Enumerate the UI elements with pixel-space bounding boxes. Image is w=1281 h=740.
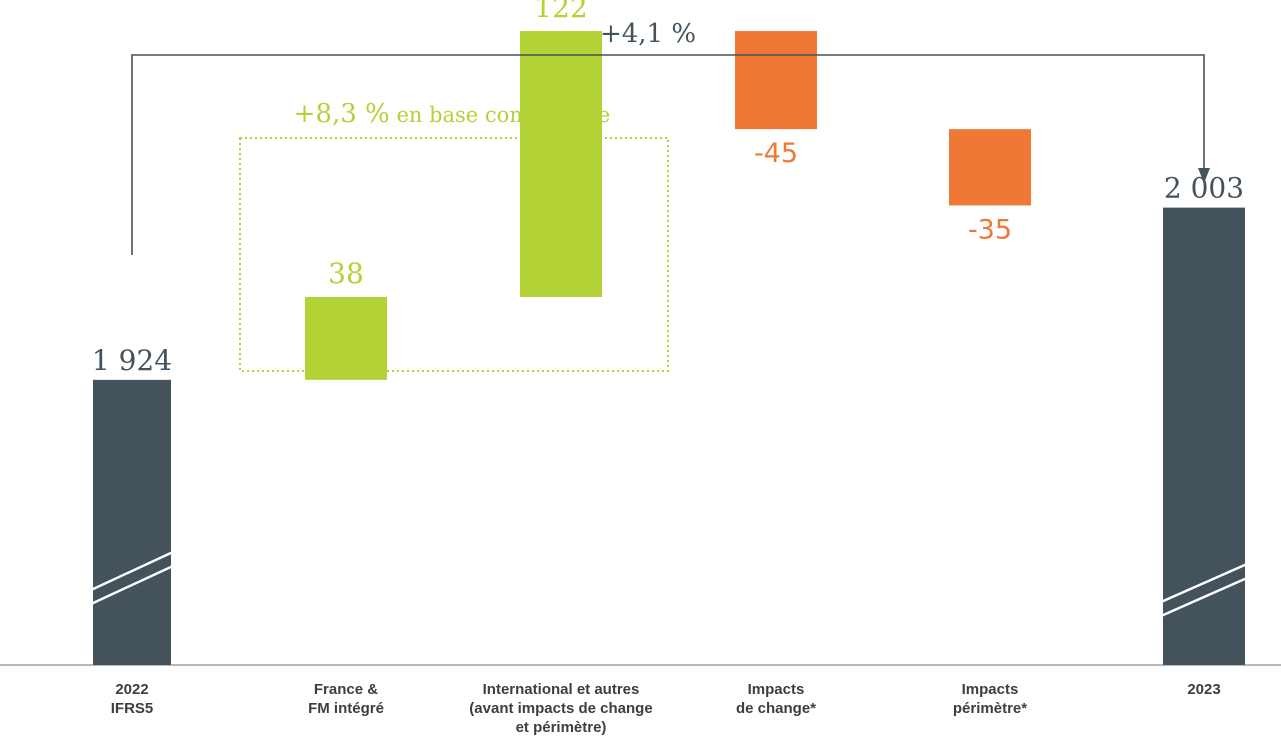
bar-2 [520, 31, 602, 297]
category-label-5: 2023 [1187, 681, 1220, 698]
category-label-line: FM intégré [308, 700, 384, 717]
comparable-box [240, 138, 668, 371]
category-label-line: 2023 [1187, 681, 1220, 698]
bar-4 [949, 129, 1031, 205]
value-label-2: 122 [534, 0, 587, 24]
category-label-line: et périmètre) [516, 719, 607, 736]
overall-growth-label: +4,1 % [600, 19, 696, 49]
category-label-line: 2022 [115, 681, 148, 698]
comparable-growth-value: +8,3 % [294, 99, 390, 129]
category-label-2: International et autres (avant impacts de… [469, 681, 652, 736]
category-label-line: Impacts [962, 681, 1019, 698]
value-label-4: -35 [968, 214, 1012, 245]
category-label-3: Impacts de change* [736, 681, 816, 717]
category-label-0: 2022 IFRS5 [111, 681, 154, 717]
category-label-line: IFRS5 [111, 700, 154, 717]
bar-1 [305, 297, 387, 380]
category-label-line: de change* [736, 700, 816, 717]
category-label-line: Impacts [748, 681, 805, 698]
category-label-line: International et autres [483, 681, 640, 698]
category-label-line: France & [314, 681, 378, 698]
bar-3 [735, 31, 817, 129]
category-label-line: périmètre* [953, 700, 1027, 717]
value-label-0: 1 924 [92, 344, 172, 377]
comparable-growth-suffix: en base comparable [390, 103, 611, 127]
category-label-line: (avant impacts de change [469, 700, 652, 717]
category-label-4: Impacts périmètre* [953, 681, 1027, 717]
comparable-growth-label: +8,3 % en base comparable [294, 99, 611, 129]
bar-0 [93, 380, 171, 665]
category-label-1: France & FM intégré [308, 681, 384, 717]
value-label-1: 38 [328, 257, 364, 290]
value-label-3: -45 [754, 138, 798, 169]
